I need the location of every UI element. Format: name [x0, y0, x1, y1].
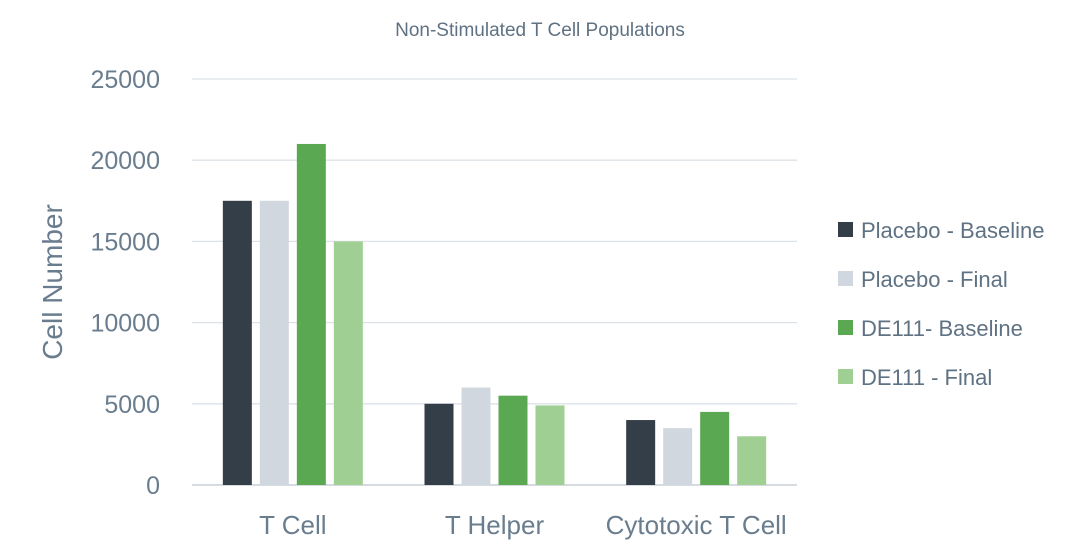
y-tick-label: 10000	[90, 310, 160, 338]
y-tick-label: 5000	[104, 391, 160, 419]
bar-0-1	[259, 200, 289, 486]
legend-swatch	[838, 271, 853, 286]
legend: Placebo - Baseline Placebo - Final DE111- …	[838, 218, 1044, 390]
bar-1-0	[424, 403, 454, 485]
legend-swatch	[838, 320, 853, 335]
x-axis-categories: T Cell T Helper Cytotoxic T Cell	[259, 510, 787, 540]
y-axis-ticks: 0 5000 10000 15000 20000 25000	[90, 66, 160, 500]
legend-swatch	[838, 369, 853, 384]
y-tick-label: 0	[146, 472, 160, 500]
legend-label: DE111- Baseline	[861, 316, 1023, 341]
bar-2-1	[663, 428, 693, 485]
legend-label: Placebo - Baseline	[861, 218, 1044, 243]
bars	[222, 143, 767, 486]
legend-swatch	[838, 222, 853, 237]
x-category-label: Cytotoxic T Cell	[606, 510, 787, 540]
bar-0-2	[296, 143, 326, 485]
x-category-label: T Helper	[445, 510, 545, 540]
bar-2-2	[700, 411, 730, 485]
y-tick-label: 25000	[90, 66, 160, 94]
chart-title: Non-Stimulated T Cell Populations	[395, 20, 685, 41]
y-tick-label: 20000	[90, 147, 160, 175]
y-tick-label: 15000	[90, 228, 160, 256]
legend-label: Placebo - Final	[861, 267, 1008, 292]
bar-0-0	[222, 200, 252, 486]
bar-2-3	[737, 436, 767, 485]
bar-1-1	[461, 387, 491, 485]
bar-2-0	[626, 420, 656, 485]
y-axis-title: Cell Number	[37, 204, 68, 360]
bar-1-3	[535, 405, 565, 485]
legend-label: DE111 - Final	[861, 365, 992, 390]
bar-0-3	[333, 241, 363, 485]
gridlines	[192, 78, 797, 486]
x-category-label: T Cell	[259, 510, 326, 540]
bar-1-2	[498, 395, 528, 485]
